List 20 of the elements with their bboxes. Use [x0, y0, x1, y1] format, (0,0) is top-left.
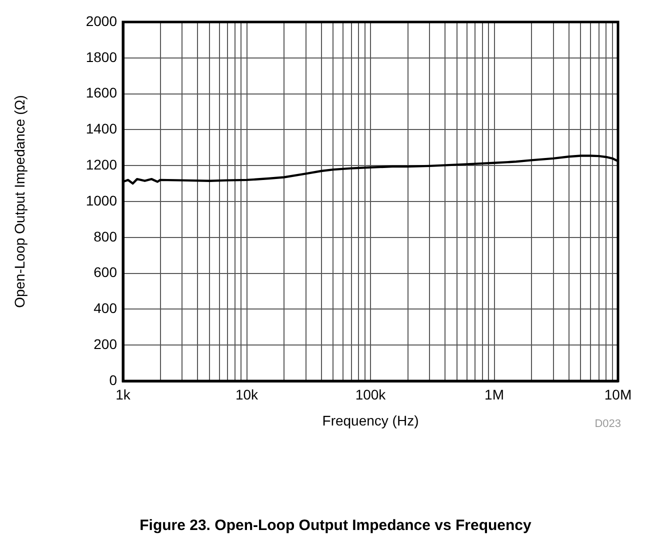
y-tick-label: 800	[94, 228, 118, 244]
text: D023	[594, 418, 621, 430]
y-tick-label: 400	[94, 300, 118, 316]
y-axis-title: Open-Loop Output Impedance (Ω)	[11, 95, 28, 308]
y-tick-label: 200	[94, 336, 118, 352]
y-tick-label: 1800	[86, 48, 118, 65]
x-tick-label: 1k	[116, 386, 132, 402]
y-tick-label: 1200	[86, 156, 118, 172]
x-axis-title: Frequency (Hz)	[322, 412, 419, 428]
y-tick-label: 1600	[86, 84, 118, 101]
x-tick-label: 1M	[484, 386, 504, 402]
x-tick-label: 10M	[604, 386, 632, 402]
y-tick-label: 1400	[86, 120, 118, 137]
y-tick-label: 600	[94, 264, 118, 280]
caption: Figure 23. Open-Loop Output Impedance vs Frequency	[138, 517, 532, 534]
y-tick-label: 1000	[86, 192, 118, 208]
y-tick-label: 2000	[86, 12, 118, 29]
x-tick-label: 100k	[355, 386, 387, 402]
x-tick-label: 10k	[235, 386, 260, 402]
y-tick-label: 0	[109, 372, 118, 388]
